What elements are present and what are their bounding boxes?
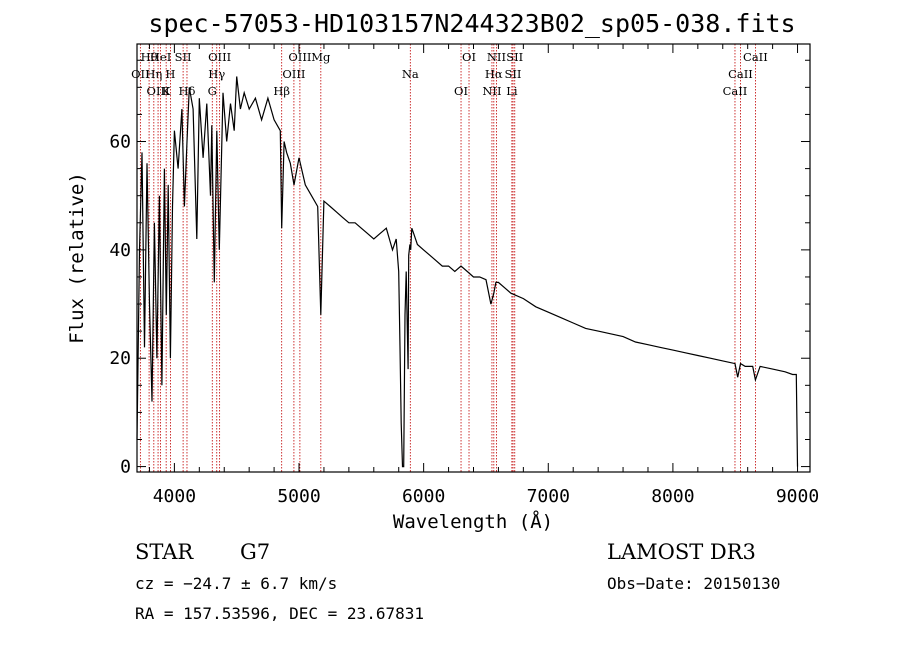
- redshift-info: cz = −24.7 ± 6.7 km/s: [135, 574, 337, 593]
- spectral-line-label: Hδ: [178, 84, 195, 98]
- spectral-line-label: SII: [175, 50, 192, 64]
- axis-ticks: 4000 5000 6000 7000 8000 9000 0 20 40 60: [109, 44, 819, 507]
- y-tick-label: 0: [120, 457, 131, 478]
- spectral-line-label: Hγ: [208, 67, 225, 81]
- spectral-line-label: Na: [402, 67, 419, 81]
- spectral-line-label: Hη: [145, 67, 162, 81]
- spectral-line-label: HeI: [150, 50, 171, 64]
- x-tick-label: 6000: [402, 486, 445, 507]
- plot-frame: [136, 43, 811, 473]
- spectral-line-label: NII: [487, 50, 506, 64]
- coordinates: RA = 157.53596, DEC = 23.67831: [135, 604, 424, 623]
- spectral-line-label: Hβ: [273, 84, 290, 98]
- y-tick-label: 40: [109, 240, 131, 261]
- spectral-line-label: NII: [482, 84, 501, 98]
- spectral-line-label: OIII: [147, 84, 170, 98]
- x-axis-label: Wavelength (Å): [393, 510, 553, 533]
- spectral-line-label: Li: [506, 84, 518, 98]
- object-class: STAR: [135, 540, 194, 564]
- spectral-line-label: CaII: [728, 67, 753, 81]
- x-tick-label: 4000: [153, 486, 196, 507]
- spectral-line-labels: HθOIIOIIIHeIHηKSIIHHδOIIIHγGOIIIOIIIHβMg…: [131, 50, 768, 98]
- x-tick-label: 5000: [277, 486, 320, 507]
- spectral-line-label: OIII: [208, 50, 231, 64]
- spectrum-series: [136, 76, 799, 468]
- chart-title: spec-57053-HD103157N244323B02_sp05-038.f…: [148, 9, 795, 38]
- object-subclass: G7: [240, 540, 270, 564]
- spectral-line-label: Mg: [311, 50, 331, 64]
- spectral-line-label: CaII: [743, 50, 768, 64]
- spectral-line-label: OI: [454, 84, 468, 98]
- survey-name: LAMOST DR3: [607, 540, 756, 564]
- spectral-line-label: H: [165, 67, 175, 81]
- spectral-line-label: SII: [506, 50, 523, 64]
- spectral-line-markers: [139, 44, 756, 472]
- spectral-line-label: Hθ: [141, 50, 158, 64]
- spectral-line-label: OIII: [282, 67, 305, 81]
- spectral-line-label: OII: [131, 67, 150, 81]
- spectral-line-label: SII: [505, 67, 522, 81]
- spectral-line-label: G: [208, 84, 217, 98]
- spectral-line-label: K: [162, 84, 171, 98]
- x-tick-label: 8000: [651, 486, 694, 507]
- spectral-line-label: CaII: [723, 84, 748, 98]
- spectral-line-label: OI: [462, 50, 476, 64]
- x-tick-label: 7000: [527, 486, 570, 507]
- y-tick-label: 60: [109, 132, 131, 153]
- y-axis-label: Flux (relative): [66, 172, 88, 344]
- spectral-line-label: OIII: [288, 50, 311, 64]
- y-tick-label: 20: [109, 348, 131, 369]
- spectral-line-label: Hα: [485, 67, 503, 81]
- observation-date: Obs−Date: 20150130: [607, 574, 780, 593]
- x-tick-label: 9000: [776, 486, 819, 507]
